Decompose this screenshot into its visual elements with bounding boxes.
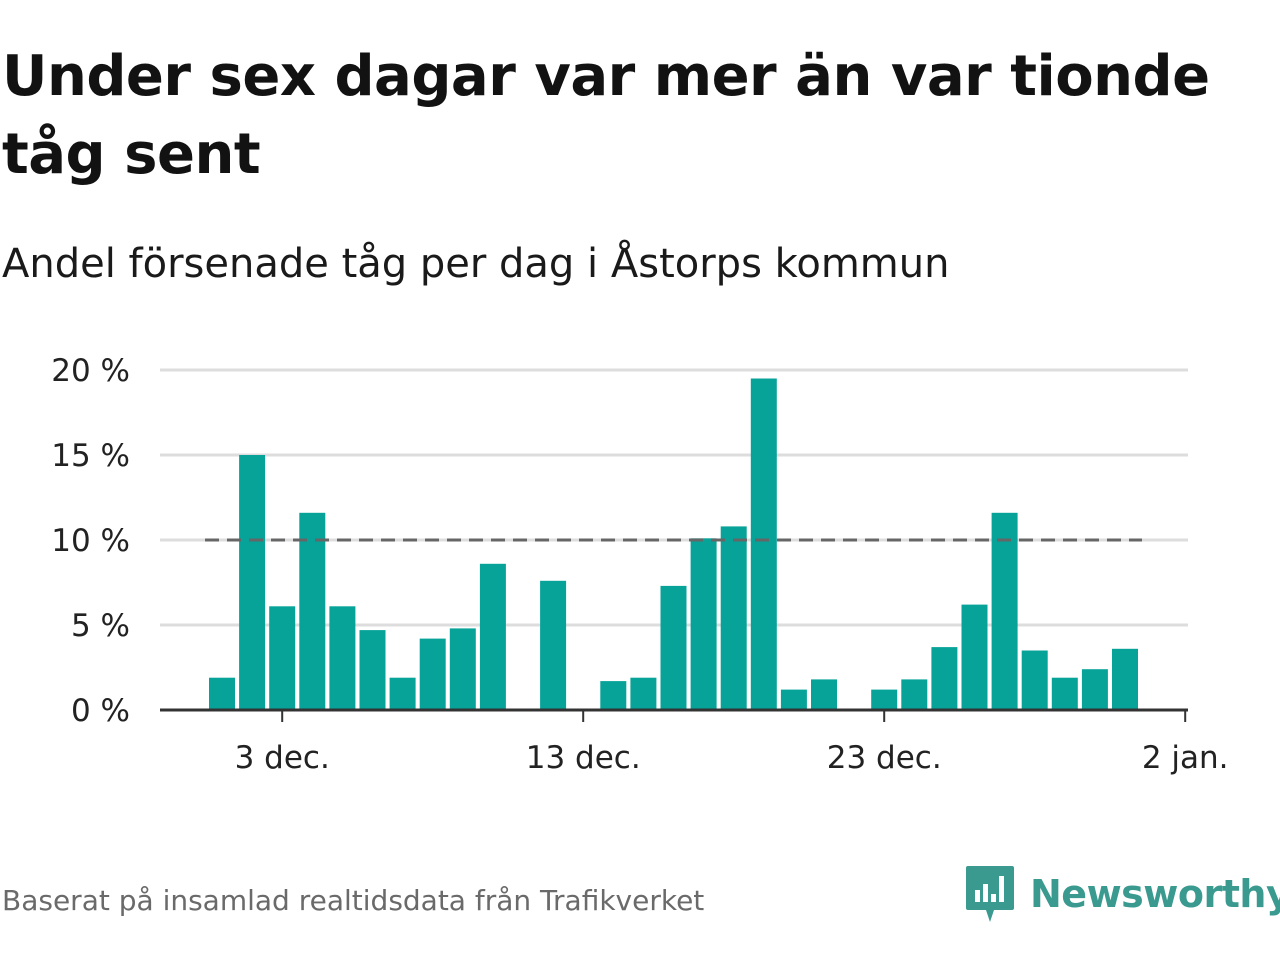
y-tick-label: 20 % [51,353,130,389]
bar-chart: 0 % 5 % 10 % 15 % 20 % 3 dec. 13 dec. 23 dec. 2 … [51,353,1229,776]
bar [209,677,235,710]
bar [630,677,657,710]
bar [961,604,988,710]
bar [1112,648,1138,710]
brand: Newsworthy [964,864,1280,924]
bar [750,378,777,710]
bar [419,638,446,710]
bar [991,512,1018,710]
bar [780,689,807,710]
bar [239,455,266,710]
y-tick-label: 15 % [51,438,130,474]
bar [660,585,687,710]
x-tick-label: 2 jan. [1142,740,1229,776]
bar [901,679,928,710]
y-tick-label: 10 % [51,523,130,559]
y-tick-label: 5 % [71,608,130,644]
bar [329,606,356,710]
bar [1051,677,1078,710]
bar [1021,650,1048,710]
bar [299,512,326,710]
chart-title: Under sex dagar var mer än var tionde tå… [2,44,1210,187]
bar [720,526,747,710]
bar [269,606,296,710]
x-tick-label: 3 dec. [235,740,330,776]
bar [931,647,958,710]
bar [540,580,567,710]
x-tick-label: 23 dec. [827,740,942,776]
bar [1081,669,1108,710]
y-tick-label: 0 % [71,693,130,729]
bar [389,677,416,710]
brand-name: Newsworthy [1030,872,1280,916]
source-note: Baserat på insamlad realtidsdata från Tr… [2,884,705,917]
bar [449,628,476,710]
bar [359,630,386,710]
chart-subtitle: Andel försenade tåg per dag i Åstorps ko… [2,241,950,287]
bar [811,679,837,710]
bar [871,689,898,710]
bar [479,563,506,710]
bar [600,681,627,710]
x-tick-label: 13 dec. [526,740,641,776]
newsworthy-logo-icon [966,866,1014,922]
bar [690,538,717,710]
